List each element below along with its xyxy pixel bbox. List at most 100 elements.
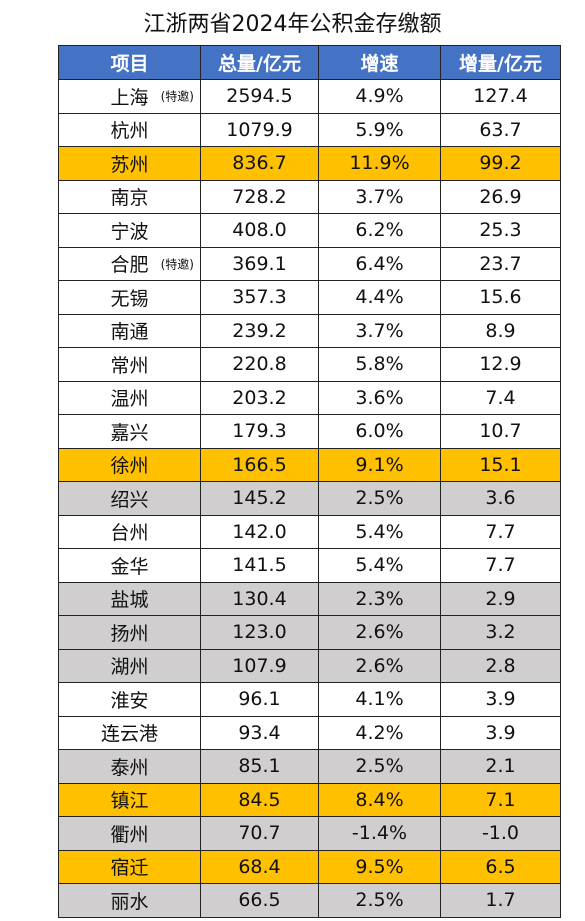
total-cell: 93.4 <box>200 715 319 750</box>
growth-cell: 2.5% <box>318 481 441 516</box>
total-cell: 107.9 <box>200 648 319 683</box>
table-row: 温州 203.2 3.6% 7.4 <box>58 380 561 415</box>
header-cell: 增量/亿元 <box>440 45 561 80</box>
growth-cell: 4.1% <box>318 682 441 717</box>
table-row: 嘉兴 179.3 6.0% 10.7 <box>58 414 561 449</box>
increment-cell: 15.6 <box>440 280 561 315</box>
growth-cell: 3.7% <box>318 179 441 214</box>
city-name: 宿迁 <box>110 857 149 880</box>
city-cell: 台州 <box>58 514 201 549</box>
total-cell: 239.2 <box>200 313 319 348</box>
growth-cell: 2.3% <box>318 581 441 616</box>
city-name: 南京 <box>110 187 149 210</box>
growth-cell: 3.6% <box>318 380 441 415</box>
table-row: 连云港 93.4 4.2% 3.9 <box>58 715 561 750</box>
city-name: 湖州 <box>110 656 149 679</box>
city-name: 金华 <box>110 555 149 578</box>
table-row: 盐城 130.4 2.3% 2.9 <box>58 581 561 616</box>
table-row: 南京 728.2 3.7% 26.9 <box>58 179 561 214</box>
city-name: 盐城 <box>110 589 149 612</box>
city-cell: 合肥 (特邀) <box>58 246 201 281</box>
city-name: 扬州 <box>110 622 149 645</box>
total-cell: 2594.5 <box>200 79 319 114</box>
growth-cell: 2.5% <box>318 749 441 784</box>
increment-cell: 2.9 <box>440 581 561 616</box>
total-cell: 1079.9 <box>200 112 319 147</box>
growth-cell: 5.9% <box>318 112 441 147</box>
growth-cell: 2.6% <box>318 648 441 683</box>
increment-cell: 3.2 <box>440 615 561 650</box>
city-cell: 绍兴 <box>58 481 201 516</box>
city-cell: 丽水 <box>58 883 201 918</box>
growth-cell: 8.4% <box>318 782 441 817</box>
growth-cell: 3.7% <box>318 313 441 348</box>
growth-cell: 6.2% <box>318 213 441 248</box>
increment-cell: 26.9 <box>440 179 561 214</box>
total-cell: 369.1 <box>200 246 319 281</box>
city-name: 泰州 <box>110 756 149 779</box>
header-cell: 项目 <box>58 45 201 80</box>
city-cell: 宿迁 <box>58 849 201 884</box>
increment-cell: 23.7 <box>440 246 561 281</box>
increment-cell: 63.7 <box>440 112 561 147</box>
total-cell: 166.5 <box>200 447 319 482</box>
city-cell: 南京 <box>58 179 201 214</box>
growth-cell: 4.4% <box>318 280 441 315</box>
city-name: 绍兴 <box>110 488 149 511</box>
header-cell: 总量/亿元 <box>200 45 319 80</box>
city-cell: 金华 <box>58 548 201 583</box>
total-cell: 70.7 <box>200 816 319 851</box>
increment-cell: 7.4 <box>440 380 561 415</box>
city-cell: 苏州 <box>58 146 201 181</box>
increment-cell: 99.2 <box>440 146 561 181</box>
city-cell: 扬州 <box>58 615 201 650</box>
growth-cell: 6.4% <box>318 246 441 281</box>
table-row: 台州 142.0 5.4% 7.7 <box>58 514 561 549</box>
city-note: (特邀) <box>160 89 194 104</box>
total-cell: 142.0 <box>200 514 319 549</box>
table-row: 泰州 85.1 2.5% 2.1 <box>58 749 561 784</box>
increment-cell: 127.4 <box>440 79 561 114</box>
table-row: 绍兴 145.2 2.5% 3.6 <box>58 481 561 516</box>
total-cell: 66.5 <box>200 883 319 918</box>
table-row: 镇江 84.5 8.4% 7.1 <box>58 782 561 817</box>
city-name: 苏州 <box>110 153 149 176</box>
table-row: 南通 239.2 3.7% 8.9 <box>58 313 561 348</box>
growth-cell: 2.5% <box>318 883 441 918</box>
total-cell: 145.2 <box>200 481 319 516</box>
total-cell: 357.3 <box>200 280 319 315</box>
table-row: 宿迁 68.4 9.5% 6.5 <box>58 849 561 884</box>
growth-cell: 4.9% <box>318 79 441 114</box>
total-cell: 203.2 <box>200 380 319 415</box>
total-cell: 179.3 <box>200 414 319 449</box>
total-cell: 68.4 <box>200 849 319 884</box>
increment-cell: 10.7 <box>440 414 561 449</box>
table-row: 金华 141.5 5.4% 7.7 <box>58 548 561 583</box>
city-name: 连云港 <box>100 723 158 746</box>
table-row: 上海 (特邀) 2594.5 4.9% 127.4 <box>58 79 561 114</box>
table-row: 衢州 70.7 -1.4% -1.0 <box>58 816 561 851</box>
table-body: 项目 总量/亿元 增速 增量/亿元 上海 (特邀) 2594.5 4.9% 127.4 杭州 107… <box>58 45 561 918</box>
table-row: 湖州 107.9 2.6% 2.8 <box>58 648 561 683</box>
city-name: 南通 <box>110 321 149 344</box>
city-cell: 连云港 <box>58 715 201 750</box>
city-cell: 徐州 <box>58 447 201 482</box>
growth-cell: 5.8% <box>318 347 441 382</box>
increment-cell: 1.7 <box>440 883 561 918</box>
city-cell: 无锡 <box>58 280 201 315</box>
increment-cell: 3.9 <box>440 715 561 750</box>
city-cell: 嘉兴 <box>58 414 201 449</box>
table-row: 丽水 66.5 2.5% 1.7 <box>58 883 561 918</box>
total-cell: 85.1 <box>200 749 319 784</box>
total-cell: 130.4 <box>200 581 319 616</box>
city-note: (特邀) <box>160 257 194 272</box>
increment-cell: 15.1 <box>440 447 561 482</box>
city-cell: 宁波 <box>58 213 201 248</box>
city-cell: 杭州 <box>58 112 201 147</box>
table-row: 常州 220.8 5.8% 12.9 <box>58 347 561 382</box>
increment-cell: 2.8 <box>440 648 561 683</box>
city-name: 温州 <box>110 388 149 411</box>
total-cell: 728.2 <box>200 179 319 214</box>
city-cell: 淮安 <box>58 682 201 717</box>
total-cell: 96.1 <box>200 682 319 717</box>
